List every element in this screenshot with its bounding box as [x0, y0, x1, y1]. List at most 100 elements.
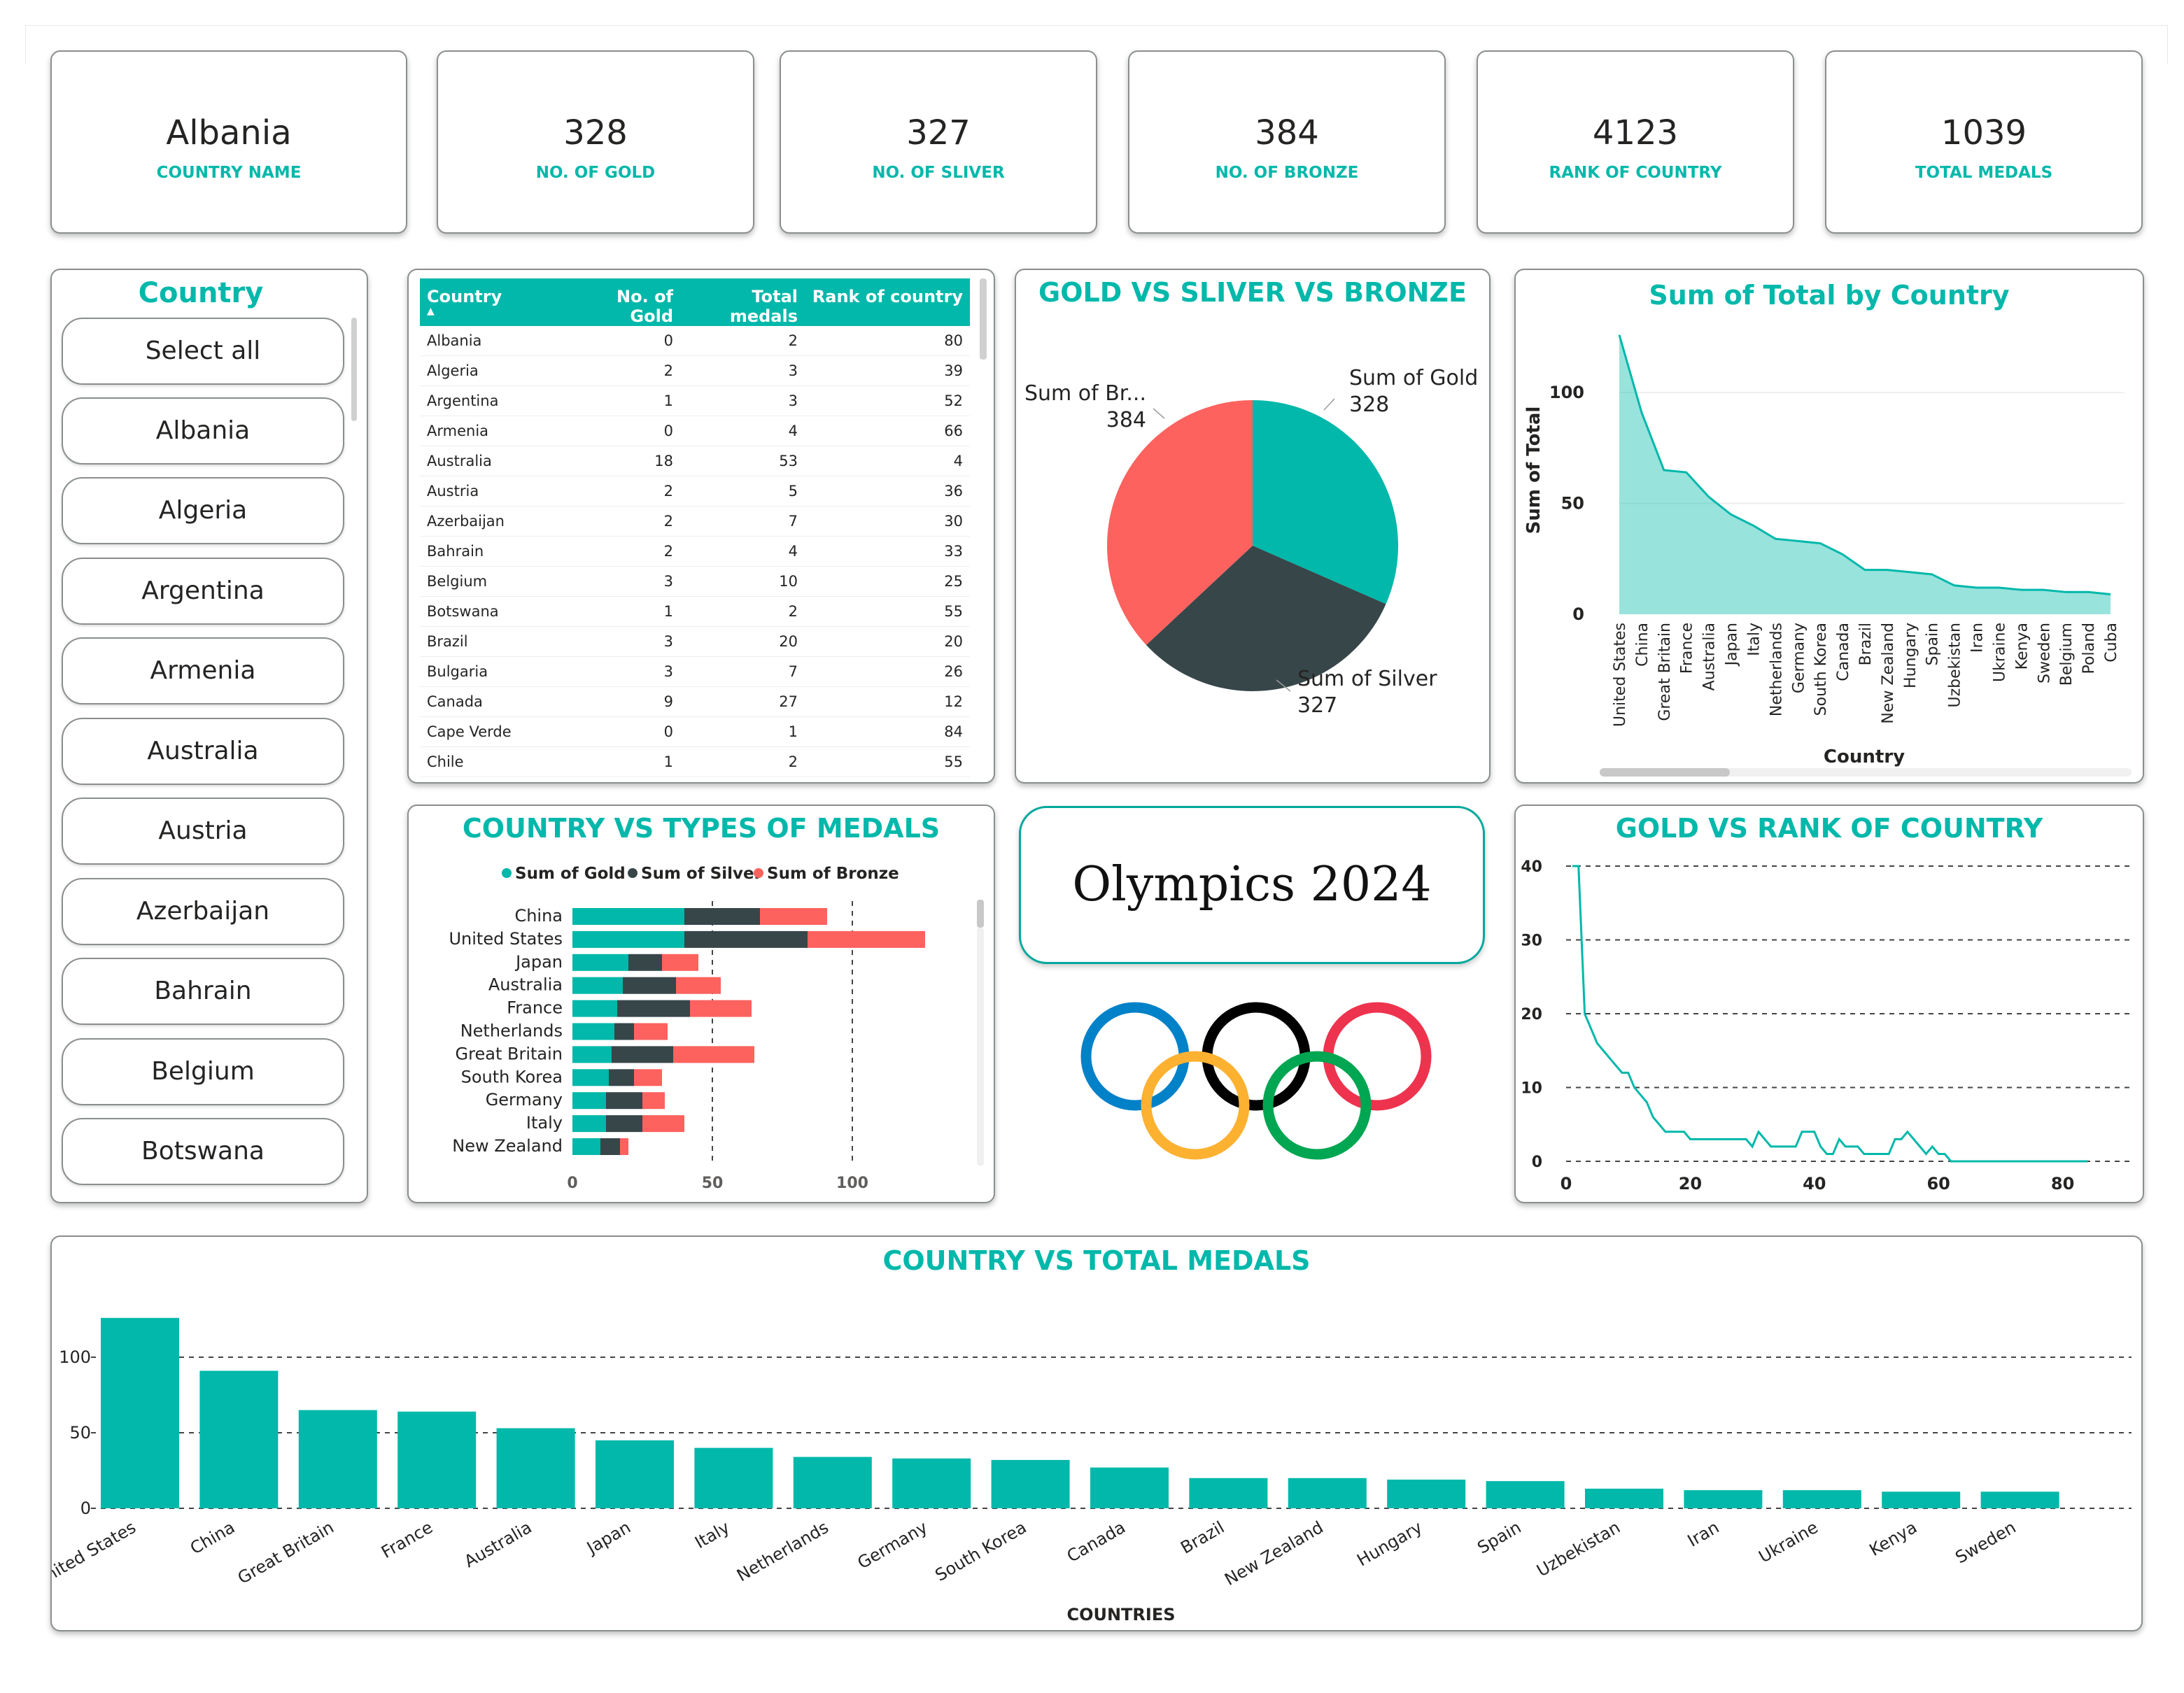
area-x-tick: Australia	[1701, 623, 1719, 690]
table-row[interactable]: Canada 9 27 12	[420, 686, 970, 717]
line-y-tick: 10	[1521, 1080, 1542, 1098]
stacked-bar-segment	[572, 1046, 612, 1063]
bottom-x-tick: South Korea	[932, 1517, 1030, 1585]
slicer-item-belgium[interactable]: Belgium	[62, 1038, 344, 1105]
area-line	[1618, 334, 2111, 595]
slicer-item-australia[interactable]: Australia	[62, 718, 344, 785]
slicer-item-azerbaijan[interactable]: Azerbaijan	[62, 878, 344, 945]
column-header-country[interactable]: Country ▲	[420, 278, 564, 326]
cell-rank: 20	[805, 626, 970, 657]
table-row[interactable]: Botswana 1 2 55	[420, 596, 970, 627]
table-row[interactable]: Australia 18 53 4	[420, 446, 970, 476]
bottom-x-tick: Spain	[1474, 1517, 1525, 1558]
line-x-tick: 0	[1560, 1174, 1572, 1193]
slicer-item-albania[interactable]: Albania	[62, 397, 344, 465]
legend-marker	[628, 868, 637, 878]
area-x-axis-label: Country	[1824, 746, 1905, 767]
column-header-rank[interactable]: Rank of country	[805, 278, 970, 326]
table-row[interactable]: Algeria 2 3 39	[420, 355, 970, 386]
stacked-bar-card: COUNTRY VS TYPES OF MEDALS Sum of Gold Su…	[407, 805, 995, 1203]
legend-marker	[754, 868, 763, 878]
bottom-bar	[1980, 1492, 2059, 1508]
bottom-y-tick: 0	[80, 1499, 91, 1518]
stacked-bar-segment	[673, 1046, 754, 1063]
legend-marker	[502, 868, 512, 878]
slicer-item-algeria[interactable]: Algeria	[62, 477, 344, 544]
stacked-bar-segment	[690, 1000, 752, 1017]
stacked-bar-segment	[572, 1092, 606, 1110]
stacked-bar-segment	[623, 977, 676, 994]
stacked-bar-segment	[572, 1000, 617, 1017]
bottom-bar	[1387, 1479, 1466, 1508]
table-row[interactable]: Armenia 0 4 66	[420, 416, 970, 446]
stacked-y-tick: France	[507, 998, 563, 1018]
stacked-bar-segment	[642, 1092, 665, 1110]
area-chart-title: Sum of Total by Country	[1649, 280, 2010, 311]
page-frame	[25, 25, 2168, 64]
slicer-item-austria[interactable]: Austria	[62, 798, 344, 865]
slicer-item-bahrain[interactable]: Bahrain	[62, 958, 344, 1025]
bottom-bar	[694, 1447, 773, 1508]
kpi-value: 328	[563, 113, 628, 153]
area-x-tick: Brazil	[1857, 623, 1875, 665]
bottom-x-tick: France	[378, 1517, 436, 1562]
slicer-item-select-all[interactable]: Select all	[62, 318, 344, 385]
slicer-item-botswana[interactable]: Botswana	[62, 1118, 344, 1185]
stacked-x-tick: 0	[567, 1175, 577, 1192]
bottom-bar	[596, 1440, 674, 1508]
stacked-y-tick: Great Britain	[456, 1044, 563, 1063]
country-slicer: Country Select all Albania Algeria Argen…	[50, 269, 368, 1203]
slicer-item-armenia[interactable]: Armenia	[62, 637, 344, 704]
cell-total: 7	[680, 506, 805, 537]
table-row[interactable]: Bulgaria 3 7 26	[420, 656, 970, 687]
kpi-value: Albania	[166, 113, 292, 153]
area-x-tick: China	[1634, 623, 1651, 667]
table-row[interactable]: Azerbaijan 2 7 30	[420, 506, 970, 537]
slicer-scrollbar[interactable]	[351, 318, 357, 421]
table-scrollbar[interactable]	[980, 278, 987, 360]
area-x-tick: United States	[1612, 623, 1629, 727]
area-x-tick: Germany	[1790, 623, 1808, 693]
pie-slice	[1146, 546, 1386, 691]
slicer-item-argentina[interactable]: Argentina	[62, 558, 344, 625]
cell-country: Bulgaria	[420, 656, 564, 687]
line-series	[1572, 865, 2088, 1163]
area-x-tick: France	[1679, 623, 1696, 674]
ring-red	[1323, 1002, 1432, 1111]
cell-rank: 52	[805, 385, 970, 416]
table-row[interactable]: Bahrain 2 4 33	[420, 536, 970, 567]
stacked-bar-segment	[662, 954, 698, 971]
bottom-bar	[199, 1370, 279, 1508]
column-header-total[interactable]: Total medals	[680, 278, 805, 326]
cell-gold: 18	[564, 446, 680, 476]
cell-country: Bahrain	[420, 536, 564, 567]
cell-rank: 39	[805, 355, 970, 386]
cell-country: Cape Verde	[420, 716, 564, 747]
pie-label-name: Sum of Silver	[1297, 667, 1437, 691]
column-header-gold[interactable]: No. of Gold	[564, 278, 680, 326]
olympic-rings-logo	[1080, 1002, 1432, 1160]
area-y-tick: 0	[1572, 604, 1584, 624]
line-y-tick: 0	[1532, 1154, 1542, 1171]
table-row[interactable]: Argentina 1 3 52	[420, 385, 970, 416]
area-x-tick: Sweden	[2036, 623, 2053, 683]
cell-rank: 25	[805, 566, 970, 597]
bottom-x-axis-label: COUNTRIES	[1066, 1605, 1175, 1624]
pie-label-value: 384	[1106, 408, 1146, 432]
pie-label-value: 328	[1349, 392, 1389, 417]
table-row[interactable]: Albania 0 2 80	[420, 326, 970, 356]
cell-gold: 9	[564, 686, 680, 717]
table-row[interactable]: Austria 2 5 36	[420, 476, 970, 507]
cell-rank: 66	[805, 416, 970, 446]
kpi-card-rank: 4123 RANK OF COUNTRY	[1477, 50, 1794, 234]
table-row[interactable]: Belgium 3 10 25	[420, 566, 970, 597]
table-row[interactable]: Cape Verde 0 1 84	[420, 716, 970, 747]
table-row[interactable]: Brazil 3 20 20	[420, 626, 970, 657]
bottom-bar	[1288, 1478, 1367, 1508]
bottom-y-tick: 50	[69, 1423, 91, 1443]
table-row[interactable]: Chile 1 2 55	[420, 746, 970, 777]
kpi-value: 384	[1255, 113, 1319, 153]
line-x-tick: 20	[1679, 1174, 1702, 1193]
bottom-bar	[298, 1410, 377, 1508]
